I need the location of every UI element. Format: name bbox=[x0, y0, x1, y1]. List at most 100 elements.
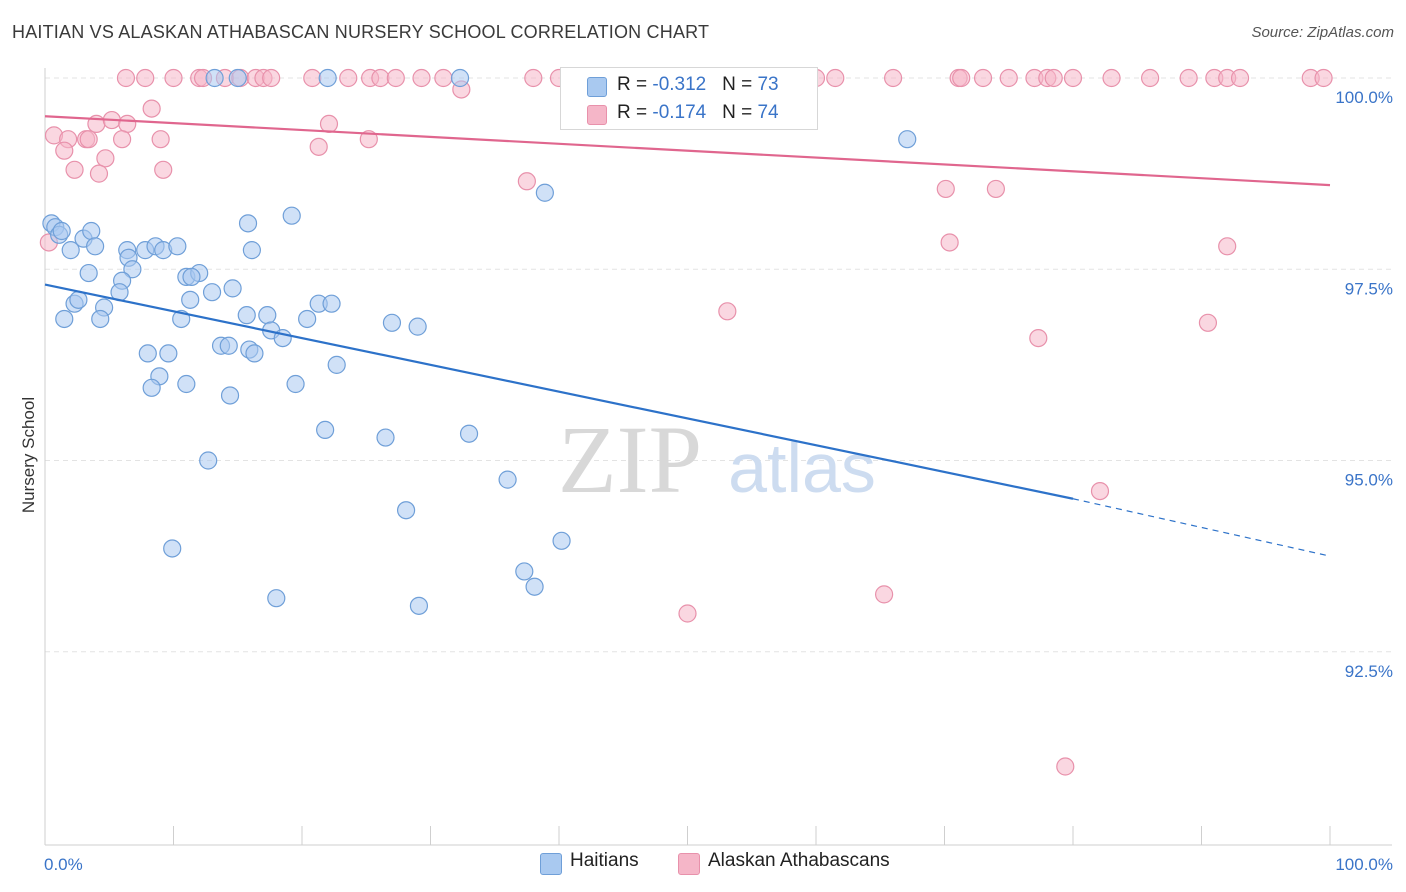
haitian-point bbox=[382, 313, 402, 332]
haitian-point bbox=[69, 290, 88, 309]
haitian-point bbox=[498, 470, 517, 489]
haitian-point bbox=[82, 221, 101, 241]
alaskan-point bbox=[65, 160, 84, 179]
alaskan-point bbox=[1218, 237, 1237, 256]
legend-haitians-text: R = -0.312 N = 73 bbox=[617, 74, 779, 96]
y-axis-label: Nursery School bbox=[19, 397, 38, 513]
y-tick-label: 97.5% bbox=[1345, 279, 1393, 298]
haitian-point bbox=[298, 309, 317, 329]
alaskan-point bbox=[1230, 68, 1250, 88]
haitian-point bbox=[61, 241, 80, 260]
haitian-point bbox=[159, 344, 178, 363]
haitian-point bbox=[258, 306, 277, 325]
source-label: Source: ZipAtlas.com bbox=[1251, 24, 1394, 41]
haitian-point bbox=[202, 283, 222, 302]
haitian-point bbox=[318, 68, 337, 88]
alaskan-point bbox=[524, 68, 543, 88]
alaskan-point bbox=[339, 68, 358, 88]
alaskan-point bbox=[151, 130, 170, 149]
alaskan-point bbox=[55, 141, 74, 160]
alaskan-point bbox=[359, 130, 378, 149]
alaskan-point bbox=[89, 164, 109, 183]
y-tick-label: 95.0% bbox=[1345, 471, 1393, 490]
alaskan-point bbox=[96, 149, 115, 168]
alaskan-point bbox=[1056, 757, 1075, 776]
alaskan-point bbox=[875, 585, 894, 604]
haitian-point bbox=[86, 237, 105, 256]
bottom-legend-label: Alaskan Athabascans bbox=[708, 850, 890, 871]
legend-n-value: 74 bbox=[757, 102, 779, 123]
alaskan-point bbox=[142, 99, 161, 118]
alaskan-point bbox=[303, 68, 322, 88]
x-tick-label: 100.0% bbox=[1335, 855, 1393, 874]
axes bbox=[44, 68, 1392, 846]
alaskan-point bbox=[371, 68, 390, 88]
legend-n-label: N = bbox=[722, 102, 758, 123]
data-points bbox=[39, 68, 1333, 776]
bottom-legend-label: Haitians bbox=[570, 850, 639, 871]
alaskan-point bbox=[154, 160, 173, 179]
haitian-point bbox=[55, 309, 74, 329]
haitians-swatch bbox=[587, 77, 607, 97]
haitian-point bbox=[535, 183, 554, 202]
haitian-point bbox=[177, 374, 196, 394]
legend-r-label: R = bbox=[617, 102, 653, 123]
alaskan-point bbox=[1044, 68, 1063, 88]
haitian-point bbox=[525, 577, 544, 596]
watermark: ZIP atlas bbox=[558, 406, 876, 513]
haitian-point bbox=[286, 374, 305, 394]
alaskan-point bbox=[1198, 313, 1218, 332]
alaskan-point bbox=[262, 68, 281, 88]
haitian-point bbox=[459, 424, 479, 443]
haitian-point bbox=[376, 428, 395, 447]
haitian-point bbox=[515, 562, 534, 581]
haitian-point bbox=[316, 420, 335, 439]
alaskan-point bbox=[79, 130, 98, 149]
alaskan-point bbox=[973, 68, 993, 88]
alaskan-point bbox=[952, 68, 971, 88]
haitian-point bbox=[220, 386, 240, 405]
haitian-point bbox=[552, 531, 571, 550]
tick-labels: 92.5% 95.0% 97.5% 100.0% 0.0% 100.0% bbox=[44, 88, 1393, 874]
alaskan-point bbox=[1179, 68, 1198, 88]
alaskan-point bbox=[1029, 329, 1048, 348]
haitian-point bbox=[245, 344, 264, 363]
alaskan-trend-line bbox=[44, 115, 1331, 187]
haitian-point bbox=[199, 451, 218, 470]
haitian-point bbox=[898, 130, 917, 149]
alaskan-point bbox=[164, 68, 183, 88]
watermark-atlas: atlas bbox=[728, 429, 876, 507]
legend-n-label: N = bbox=[722, 74, 758, 95]
alaskan-point bbox=[678, 604, 697, 623]
haitian-point bbox=[237, 306, 256, 325]
haitians-trend-line bbox=[44, 283, 1074, 500]
alaskan-point bbox=[936, 179, 955, 199]
haitian-point bbox=[138, 344, 157, 363]
haitian-point bbox=[168, 237, 187, 256]
alaskan-point bbox=[1063, 68, 1083, 88]
alaskan-point bbox=[434, 68, 453, 88]
haitian-point bbox=[205, 68, 224, 88]
haitian-point bbox=[242, 241, 261, 260]
haitian-point bbox=[228, 68, 247, 88]
alaskan-point bbox=[116, 68, 136, 88]
alaskan-point bbox=[826, 68, 845, 88]
alaskan-point bbox=[986, 179, 1006, 199]
legend-r-value: -0.174 bbox=[652, 102, 707, 123]
alaskan-point bbox=[940, 233, 959, 252]
haitian-point bbox=[223, 279, 242, 298]
alaskan-point bbox=[1140, 68, 1160, 88]
haitian-point bbox=[91, 309, 110, 329]
alaskan-point bbox=[309, 137, 328, 156]
alaskan-point bbox=[1090, 482, 1110, 501]
haitian-point bbox=[123, 260, 142, 279]
alaskan-point bbox=[883, 68, 903, 88]
x-tick-label: 0.0% bbox=[44, 855, 83, 874]
legend-n-value: 73 bbox=[757, 74, 779, 95]
haitian-point bbox=[163, 539, 182, 558]
haitian-point bbox=[408, 317, 427, 336]
alaskan-point bbox=[319, 114, 339, 134]
haitian-point bbox=[238, 214, 258, 233]
haitian-point bbox=[52, 221, 71, 241]
